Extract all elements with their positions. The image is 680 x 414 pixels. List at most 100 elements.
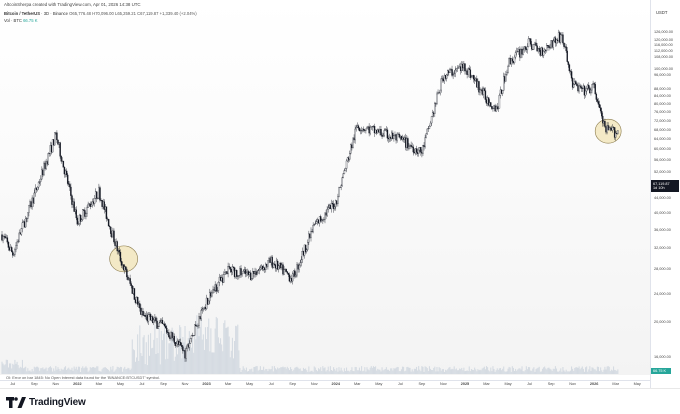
candle <box>87 208 88 214</box>
volume-bar <box>426 367 427 374</box>
price-tick-label: 32,000.00 <box>654 246 671 250</box>
volume-bar <box>330 366 331 374</box>
volume-bar <box>264 370 265 374</box>
volume-bar <box>42 367 43 374</box>
volume-bar <box>106 368 107 374</box>
time-tick-label: Mar <box>483 382 490 386</box>
volume-bar <box>74 367 75 374</box>
volume-bar <box>54 371 55 374</box>
volume-bar <box>288 368 289 374</box>
candle <box>181 345 182 347</box>
candle <box>242 273 243 275</box>
volume-bar <box>414 369 415 374</box>
candle <box>76 210 77 218</box>
volume-bar <box>432 370 433 374</box>
volume-bar <box>51 368 52 374</box>
candle <box>343 174 344 178</box>
volume-bar <box>142 337 143 374</box>
volume-legend[interactable]: Vol · BTC 66.75 K <box>4 18 38 23</box>
volume-bar <box>73 371 74 374</box>
volume-bar <box>92 367 93 374</box>
volume-bar <box>543 367 544 374</box>
volume-bar <box>253 367 254 374</box>
volume-bar <box>607 367 608 374</box>
volume-bar <box>109 371 110 374</box>
volume-bar <box>361 366 362 374</box>
volume-bar <box>278 369 279 374</box>
volume-bar <box>22 360 23 374</box>
volume-bar <box>329 371 330 374</box>
volume-bar <box>558 372 559 374</box>
candle <box>15 245 16 249</box>
time-tick-label: Sep <box>289 382 296 386</box>
volume-bar <box>296 367 297 374</box>
candle <box>507 66 508 72</box>
volume-bar <box>11 368 12 374</box>
candle <box>469 68 470 69</box>
volume-bar <box>531 371 532 374</box>
volume-bar <box>376 371 377 374</box>
price-tick-label: 28,000.00 <box>654 267 671 271</box>
candle <box>441 79 442 90</box>
volume-bar <box>314 366 315 374</box>
volume-bar <box>434 367 435 374</box>
candle <box>201 310 202 319</box>
volume-bar <box>228 327 229 374</box>
volume-bar <box>268 369 269 374</box>
volume-bar <box>481 370 482 374</box>
volume-bar <box>32 369 33 374</box>
volume-bar <box>355 367 356 374</box>
volume-bar <box>541 371 542 374</box>
volume-bar <box>530 371 531 374</box>
candle <box>585 91 586 95</box>
symbol-legend[interactable]: Bitcoin / TetherUS · 3D · Binance O65,77… <box>4 11 197 16</box>
volume-bar <box>467 370 468 374</box>
volume-bar <box>469 366 470 374</box>
volume-bar <box>429 366 430 374</box>
volume-bar <box>378 370 379 374</box>
volume-bar <box>139 325 140 374</box>
volume-bar <box>471 369 472 374</box>
candle <box>287 271 288 273</box>
candle <box>316 222 317 224</box>
volume-bar <box>159 328 160 374</box>
price-tick-label: 52,000.00 <box>654 170 671 174</box>
volume-bar <box>555 366 556 374</box>
volume-bar <box>105 367 106 374</box>
volume-bar <box>444 372 445 374</box>
candle <box>344 171 345 174</box>
symbol-name[interactable]: Bitcoin / TetherUS <box>4 11 40 16</box>
volume-bar <box>26 371 27 374</box>
volume-bar <box>236 326 237 374</box>
volume-bar <box>377 369 378 374</box>
volume-bar <box>572 369 573 374</box>
candle <box>356 127 357 129</box>
volume-bar <box>363 371 364 374</box>
candle <box>229 266 230 267</box>
time-tick-label: May <box>504 382 511 386</box>
volume-bar <box>136 357 137 374</box>
volume-bar <box>84 367 85 374</box>
volume-bar <box>170 339 171 374</box>
volume-bar <box>574 368 575 374</box>
volume-bar <box>271 369 272 374</box>
volume-bar <box>53 368 54 374</box>
candle <box>370 127 371 133</box>
volume-bar <box>10 363 11 374</box>
volume-bar <box>554 369 555 374</box>
time-tick-label: May <box>375 382 382 386</box>
tradingview-logo[interactable]: TradingView <box>6 397 86 408</box>
volume-bar <box>477 369 478 374</box>
volume-bar <box>293 370 294 374</box>
volume-bar <box>405 371 406 374</box>
volume-bar <box>463 368 464 374</box>
volume-bar <box>553 369 554 374</box>
candle <box>168 333 169 337</box>
volume-bar <box>435 371 436 374</box>
candle <box>449 69 450 72</box>
volume-bar <box>110 367 111 374</box>
volume-bar <box>570 371 571 374</box>
volume-bar <box>394 369 395 374</box>
interval[interactable]: 3D <box>44 11 49 16</box>
